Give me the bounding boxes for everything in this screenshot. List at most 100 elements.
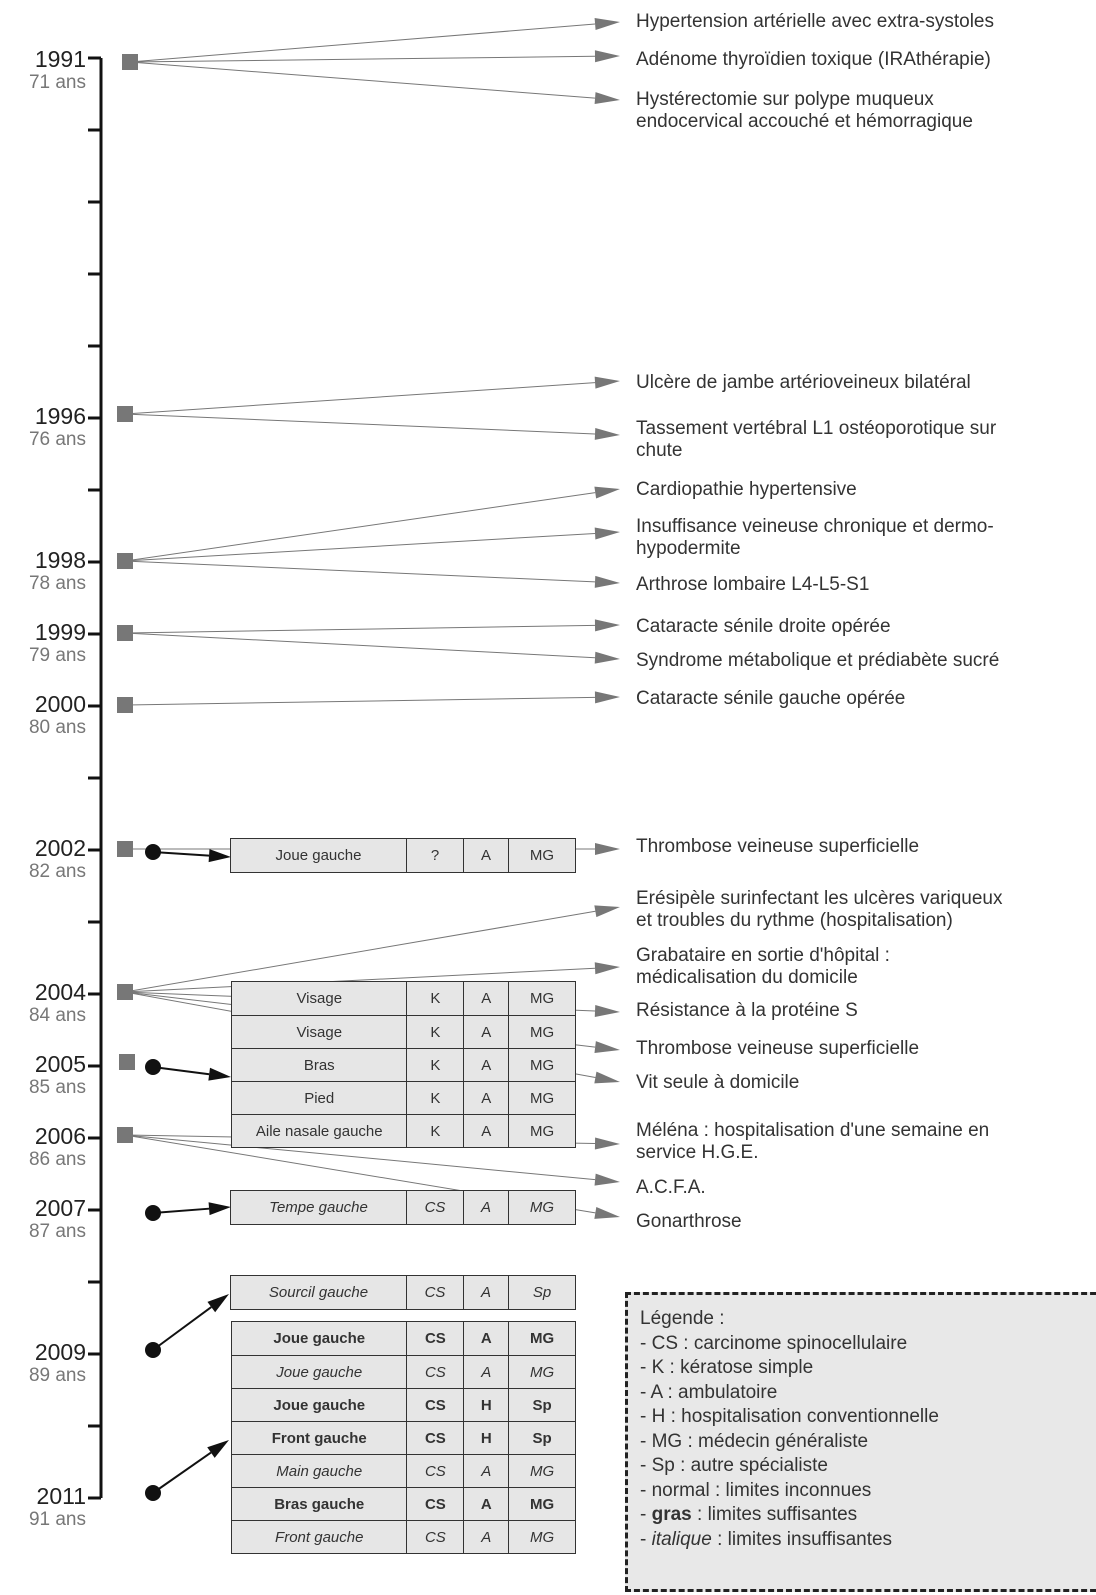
event-arrow-head (594, 427, 620, 440)
lesion-site: Sourcil gauche (268, 1284, 369, 1301)
event-text: Tassement vertébral L1 ostéoporotique su… (636, 418, 997, 461)
lesion-mode: A (463, 1191, 508, 1224)
event-arrow-line (124, 532, 596, 562)
lesion-site: Front gauche (271, 1429, 367, 1447)
lesion-site: Joue gauche (275, 847, 362, 864)
lesion-doctor: MG (508, 1455, 575, 1487)
lesion-site: Joue gauche (273, 1396, 366, 1414)
event-text: Cataracte sénile droite opérée (636, 616, 891, 637)
legend-item-text: : limites insuffisantes (711, 1528, 893, 1550)
lesion-type: CS (406, 1276, 463, 1309)
event-arrow-head (594, 619, 620, 632)
event-text: Ulcère de jambe artérioveineux bilatéral (636, 372, 971, 393)
legend-box: Légende : - CS : carcinome spinocellulai… (625, 1292, 1096, 1592)
legend-item: - A : ambulatoire (640, 1381, 1096, 1406)
year-label: 2011 (36, 1483, 86, 1509)
lesion-type: CS (406, 1322, 463, 1355)
age-label: 87 ans (28, 1221, 86, 1242)
event-arrow-line (124, 910, 596, 993)
event-arrow-head (594, 1041, 620, 1054)
event-text: Arthrose lombaire L4-L5-S1 (636, 574, 870, 595)
lesion-doctor: MG (508, 1016, 575, 1048)
event-arrow-head (594, 651, 620, 664)
lesion-doctor: Sp (508, 1422, 575, 1454)
event-text: A.C.F.A. (636, 1177, 706, 1198)
lesion-arrow-head (208, 1067, 231, 1081)
legend-item-text: - K : kératose simple (640, 1357, 814, 1378)
event-text: Gonarthrose (636, 1211, 742, 1232)
lesion-marker (145, 844, 161, 860)
legend-item-text: - H : hospitalisation conventionnelle (640, 1406, 939, 1427)
lesion-row: Visage K A MG (232, 1015, 575, 1048)
event-text: Insuffisance veineuse chronique et dermo… (636, 516, 994, 559)
lesion-type: CS (406, 1356, 463, 1388)
lesion-row-2007: Tempe gauche CS A MG (230, 1190, 576, 1225)
lesion-doctor: MG (508, 1191, 575, 1224)
legend-item-text: - (640, 1528, 652, 1550)
legend-item: - Sp : autre spécialiste (640, 1454, 1096, 1479)
lesion-type: CS (406, 1488, 463, 1520)
event-text: Thrombose veineuse superficielle (636, 1038, 920, 1059)
legend-item-emphasis: italique (651, 1528, 712, 1550)
lesion-site: Joue gauche (273, 1330, 366, 1347)
lesion-mode: A (463, 1016, 508, 1048)
age-label: 84 ans (28, 1005, 86, 1026)
lesion-marker (145, 1485, 161, 1501)
event-arrow-line (124, 560, 596, 583)
lesion-arrow-line (152, 1207, 210, 1214)
event-text: Cardiopathie hypertensive (636, 479, 857, 500)
lesion-marker (145, 1342, 161, 1358)
age-label: 79 ans (28, 645, 86, 666)
year-label: 1998 (34, 547, 86, 573)
event-marker (119, 1054, 135, 1070)
legend-item-text: - CS : carcinome spinocellulaire (640, 1332, 908, 1354)
lesion-site: Bras gauche (274, 1495, 365, 1513)
legend-item-text: - MG : médecin généraliste (640, 1430, 869, 1452)
event-arrow-line (124, 413, 596, 435)
event-arrow-line (129, 23, 596, 63)
lesion-arrow-head (207, 1440, 229, 1458)
lesion-type: CS (406, 1191, 463, 1224)
lesion-mode: H (463, 1422, 508, 1454)
lesion-doctor: MG (508, 1322, 575, 1355)
lesion-site: Main gauche (276, 1462, 363, 1480)
lesion-mode: A (463, 1276, 508, 1309)
lesion-type: CS (406, 1521, 463, 1553)
lesion-arrow-line (152, 1306, 212, 1351)
year-label: 1999 (34, 619, 86, 645)
legend-item: - gras : limites suffisantes (640, 1503, 1096, 1528)
lesion-type: CS (406, 1455, 463, 1487)
event-arrow-line (124, 382, 596, 415)
legend-item-text: - normal : limites inconnues (640, 1479, 872, 1501)
event-text: Adénome thyroïdien toxique (IRAthérapie) (636, 49, 991, 70)
lesion-doctor: MG (508, 982, 575, 1015)
event-arrow-line (124, 1134, 596, 1181)
lesion-row: Pied K A MG (232, 1081, 575, 1114)
event-arrow-head (594, 18, 620, 31)
legend-item-emphasis: gras (651, 1504, 692, 1525)
lesion-doctor: Sp (508, 1389, 575, 1421)
event-text: Cataracte sénile gauche opérée (636, 688, 906, 709)
event-marker (117, 625, 133, 641)
lesion-doctor: Sp (508, 1276, 575, 1309)
lesion-table-2009-2011: Joue gauche CS A MG Joue gauche CS A MG … (231, 1321, 576, 1554)
event-arrow-head (594, 1173, 620, 1186)
lesion-mode: A (463, 982, 508, 1015)
lesion-type: ? (406, 839, 463, 872)
lesion-mode: A (463, 1356, 508, 1388)
lesion-doctor: MG (508, 1521, 575, 1553)
legend-item-text: - (640, 1504, 652, 1525)
event-arrow-head (594, 691, 620, 704)
event-arrow-head (594, 1137, 620, 1150)
legend-items: - CS : carcinome spinocellulaire - K : ké… (640, 1332, 1096, 1553)
lesion-mode: A (463, 1115, 508, 1147)
lesion-site: Visage (296, 1023, 343, 1041)
event-arrow-head (594, 50, 620, 63)
legend-title: Légende : (640, 1308, 725, 1329)
lesion-mode: A (463, 1049, 508, 1081)
year-label: 2006 (34, 1123, 86, 1149)
lesion-row: Bras gauche CS A MG (232, 1487, 575, 1520)
lesion-table-2004: Visage K A MG Visage K A MG Bras K A MG … (231, 981, 576, 1148)
legend-item: - MG : médecin généraliste (640, 1430, 1096, 1455)
